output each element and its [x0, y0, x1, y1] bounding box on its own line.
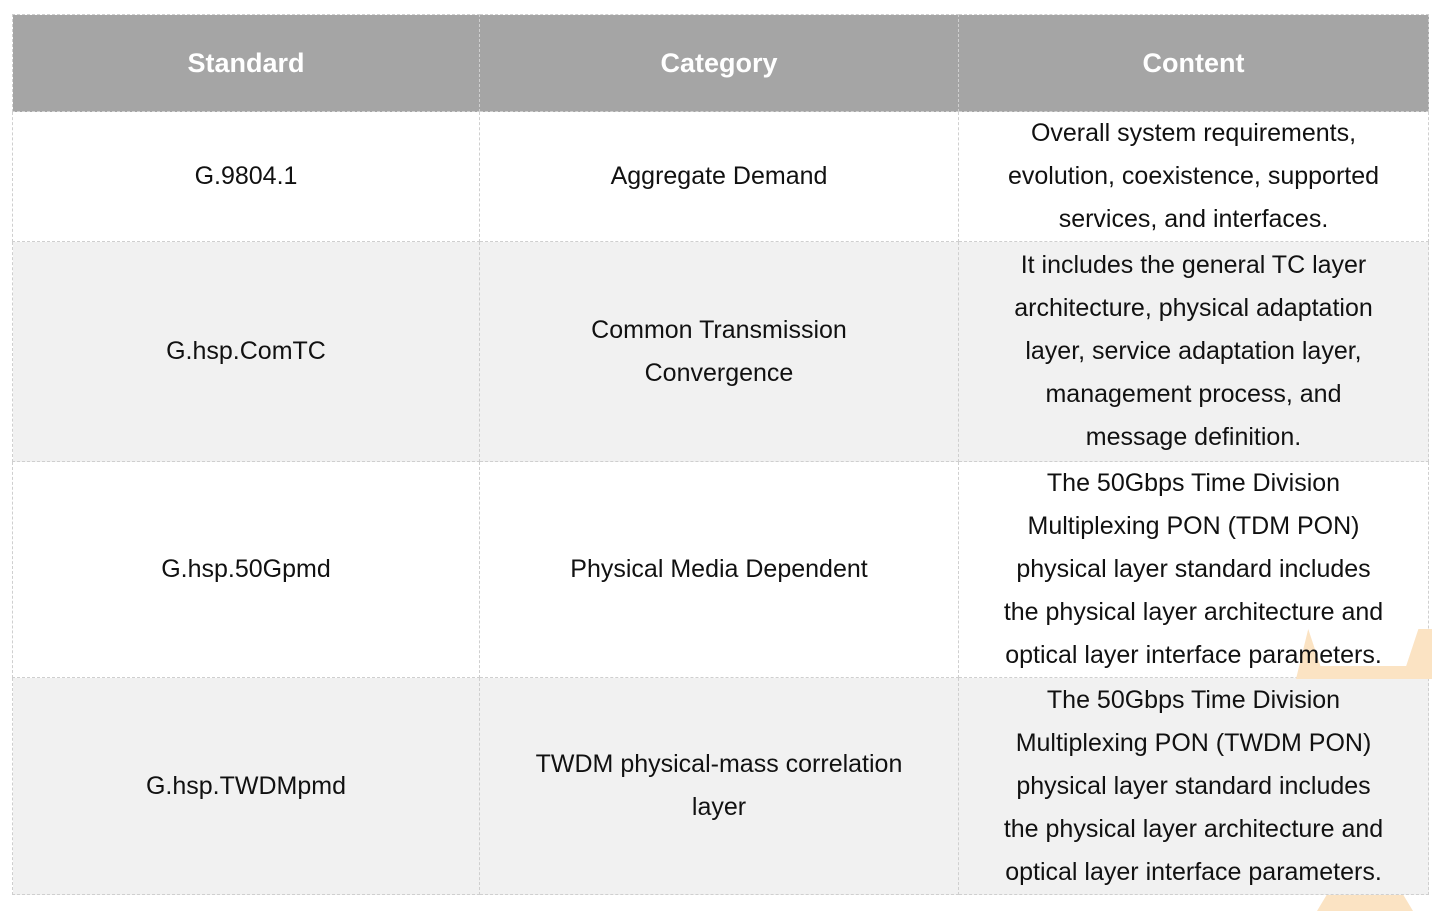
column-header-category-label: Category [660, 47, 778, 78]
standard-value: G.hsp.ComTC [166, 337, 326, 365]
cell-category: Physical Media Dependent [479, 461, 959, 678]
column-header-content-label: Content [1142, 47, 1245, 78]
category-value: TWDM physical-mass correlation layer [535, 750, 903, 821]
content-value: Overall system requirements, evolution, … [1007, 119, 1380, 233]
standards-table: Standard Category Content G.9804.1 Aggre… [12, 14, 1429, 895]
cell-standard: G.hsp.TWDMpmd [12, 677, 480, 895]
cell-standard: G.9804.1 [12, 111, 480, 242]
cell-category: Common Transmission Convergence [479, 241, 959, 462]
watermark-logo-base [1317, 895, 1413, 911]
cell-category: TWDM physical-mass correlation layer [479, 677, 959, 895]
content-value: It includes the general TC layer archite… [1014, 251, 1373, 451]
standard-value: G.hsp.TWDMpmd [145, 771, 347, 800]
content-value: The 50Gbps Time Division Multiplexing PO… [1003, 685, 1384, 886]
cell-content: It includes the general TC layer archite… [958, 241, 1429, 462]
standards-table-container: Standard Category Content G.9804.1 Aggre… [12, 14, 1429, 895]
cell-category: Aggregate Demand [479, 111, 959, 242]
standard-value: G.hsp.50Gpmd [161, 555, 331, 583]
cell-content: The 50Gbps Time Division Multiplexing PO… [958, 461, 1429, 678]
header-row: Standard Category Content [12, 14, 1429, 112]
table-row: G.9804.1 Aggregate Demand Overall system… [12, 111, 1429, 242]
content-value: The 50Gbps Time Division Multiplexing PO… [1003, 469, 1384, 669]
table-row: G.hsp.50Gpmd Physical Media Dependent Th… [12, 461, 1429, 678]
cell-content: Overall system requirements, evolution, … [958, 111, 1429, 242]
cell-content: The 50Gbps Time Division Multiplexing PO… [958, 677, 1429, 895]
column-header-content: Content [958, 14, 1429, 112]
cell-standard: G.hsp.ComTC [12, 241, 480, 462]
column-header-category: Category [479, 14, 959, 112]
table-row: G.hsp.ComTC Common Transmission Converge… [12, 241, 1429, 462]
category-value: Aggregate Demand [610, 162, 828, 190]
category-value: Common Transmission Convergence [591, 315, 847, 387]
cell-standard: G.hsp.50Gpmd [12, 461, 480, 678]
column-header-standard-label: Standard [187, 47, 305, 78]
standard-value: G.9804.1 [194, 162, 298, 190]
column-header-standard: Standard [12, 14, 480, 112]
table-row: G.hsp.TWDMpmd TWDM physical-mass correla… [12, 677, 1429, 895]
category-value: Physical Media Dependent [570, 555, 868, 583]
